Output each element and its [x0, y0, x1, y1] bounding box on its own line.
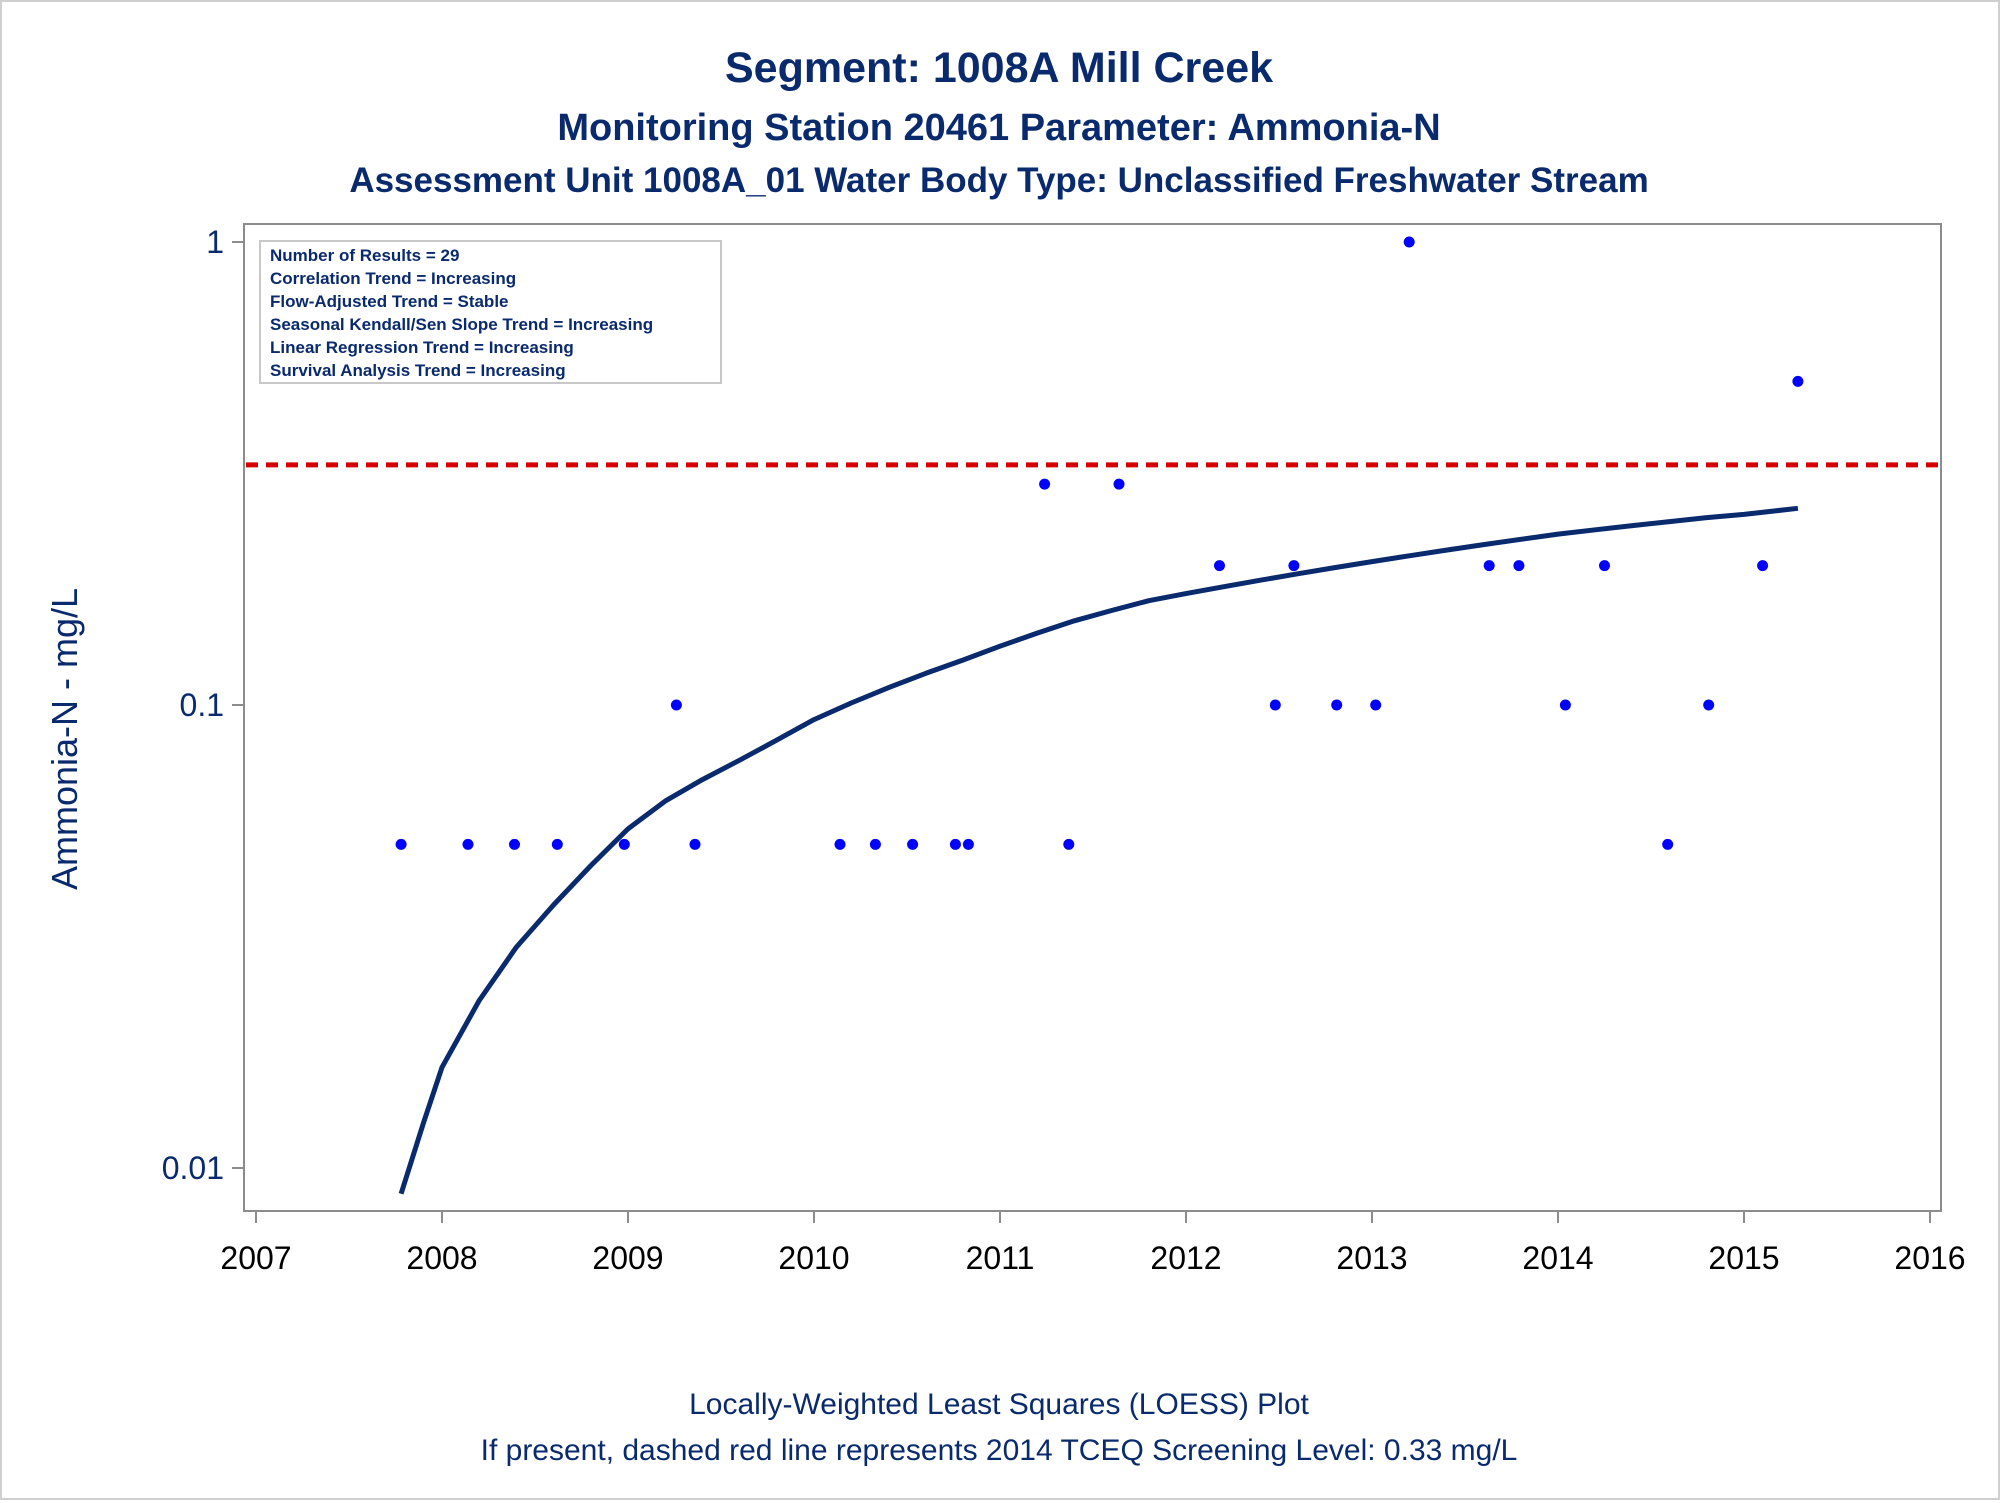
data-point	[1331, 699, 1343, 711]
footnote-screening-note: If present, dashed red line represents 2…	[481, 1434, 1518, 1467]
x-tick-label: 2014	[1522, 1240, 1593, 1276]
data-point	[462, 838, 474, 850]
data-point	[1483, 560, 1495, 572]
data-point	[1063, 838, 1075, 850]
data-point	[834, 838, 846, 850]
data-point	[1513, 560, 1525, 572]
y-tick-label: 0.1	[180, 687, 224, 723]
data-point	[1214, 560, 1225, 572]
plot-area	[243, 223, 1942, 1212]
data-point	[962, 838, 974, 850]
stats-box: Number of Results = 29 Correlation Trend…	[259, 240, 722, 384]
stat-flow-adjusted-trend: Flow-Adjusted Trend = Stable	[270, 292, 509, 311]
x-tick-label: 2008	[406, 1240, 477, 1276]
data-point	[1599, 560, 1610, 572]
data-point	[551, 838, 563, 850]
y-axis: 0.01 0.1 1	[162, 224, 244, 1186]
y-tick-label: 0.01	[162, 1150, 224, 1186]
loess-layer	[398, 505, 1799, 1195]
data-point	[395, 838, 407, 850]
points-layer	[395, 236, 1804, 850]
x-tick-label: 2011	[966, 1240, 1035, 1276]
data-point	[1370, 699, 1382, 711]
x-tick-label: 2015	[1708, 1240, 1779, 1276]
stats-box-border	[259, 240, 722, 384]
x-tick-label: 2010	[778, 1240, 849, 1276]
data-point	[1559, 699, 1571, 711]
x-axis: 2007 2008 2009 2010 2011 2012 2013 2014 2015 2016	[220, 1211, 1966, 1276]
stat-seasonal-kendall-trend: Seasonal Kendall/Sen Slope Trend = Incre…	[270, 315, 653, 334]
x-tick-label: 2009	[592, 1240, 663, 1276]
data-point	[1113, 478, 1125, 490]
data-point	[1757, 560, 1769, 572]
data-point	[1703, 699, 1715, 711]
y-tick-label: 1	[206, 224, 224, 260]
data-point	[618, 838, 630, 850]
data-point	[1269, 699, 1281, 711]
data-point	[1662, 838, 1674, 850]
loess-curve	[398, 505, 1799, 1195]
data-point	[1288, 560, 1300, 572]
data-point	[1792, 375, 1804, 387]
chart-subtitle-2: Assessment Unit 1008A_01 Water Body Type…	[349, 161, 1648, 200]
data-point	[949, 838, 961, 850]
data-point	[509, 838, 520, 850]
chart-subtitle: Monitoring Station 20461 Parameter: Ammo…	[557, 107, 1440, 149]
x-tick-label: 2007	[220, 1240, 291, 1276]
data-point	[1403, 236, 1415, 248]
x-tick-label: 2016	[1894, 1240, 1965, 1276]
chart-title: Segment: 1008A Mill Creek	[725, 44, 1273, 92]
data-point	[1039, 478, 1051, 490]
stat-linear-regression-trend: Linear Regression Trend = Increasing	[270, 338, 574, 357]
x-tick-label: 2012	[1150, 1240, 1221, 1276]
data-point	[869, 838, 881, 850]
stat-survival-analysis-trend: Survival Analysis Trend = Increasing	[270, 361, 566, 380]
footnote-plot-type: Locally-Weighted Least Squares (LOESS) P…	[689, 1388, 1309, 1421]
data-point	[670, 699, 682, 711]
y-axis-label: Ammonia-N - mg/L	[44, 588, 85, 890]
data-point	[907, 838, 919, 850]
x-tick-label: 2013	[1336, 1240, 1407, 1276]
data-point	[689, 838, 701, 850]
stat-correlation-trend: Correlation Trend = Increasing	[270, 269, 516, 288]
stat-number-of-results: Number of Results = 29	[270, 246, 459, 265]
